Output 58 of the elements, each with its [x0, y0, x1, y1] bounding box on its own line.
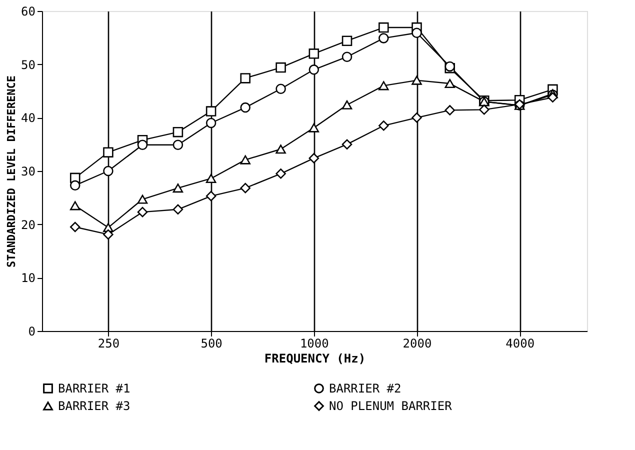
legend-label: BARRIER #3 [58, 399, 130, 413]
y-tick-label: 0 [28, 324, 36, 338]
point [308, 48, 320, 59]
point [548, 92, 558, 103]
point [308, 123, 320, 132]
x-axis-title: FREQUENCY (Hz) [264, 352, 366, 366]
point [206, 118, 216, 128]
point [206, 174, 216, 183]
point [444, 79, 455, 88]
y-axis-title: STANDARDIZED LEVEL DIFFERENCE [5, 75, 18, 268]
point [172, 204, 184, 215]
point [276, 84, 286, 94]
point [172, 184, 184, 193]
x-tick-label: 4000 [506, 336, 535, 350]
point [308, 153, 320, 164]
x-tick-label: 1000 [300, 336, 329, 350]
y-tick-label: 20 [21, 218, 36, 232]
point [240, 73, 250, 84]
point [342, 36, 352, 46]
point [444, 105, 455, 116]
point [240, 102, 250, 113]
point [342, 139, 352, 150]
point [276, 144, 286, 154]
point [103, 229, 114, 240]
point [342, 52, 352, 62]
legend-label: NO PLENUM BARRIER [329, 399, 453, 413]
point [137, 206, 148, 218]
y-tick-label: 60 [21, 4, 36, 18]
y-tick-label: 30 [21, 164, 36, 178]
x-tick-label: 500 [200, 336, 222, 350]
point [412, 28, 422, 38]
point [206, 106, 216, 116]
y-tick-label: 40 [21, 111, 36, 126]
y-tick-label: 10 [21, 271, 36, 286]
point [276, 168, 286, 179]
y-tick-label: 50 [21, 58, 36, 72]
point [103, 147, 114, 158]
point [172, 140, 184, 150]
point [103, 166, 114, 176]
point [308, 64, 320, 75]
point [70, 180, 80, 191]
legend-label: BARRIER #1 [58, 381, 130, 396]
point [412, 112, 422, 123]
point [172, 126, 184, 138]
x-tick-label: 250 [98, 336, 120, 350]
point [137, 194, 148, 204]
point [240, 155, 250, 164]
legend-label: BARRIER #2 [329, 381, 402, 396]
point [240, 182, 250, 194]
point [276, 62, 286, 73]
point [137, 140, 148, 150]
x-tick-label: 2000 [402, 336, 432, 350]
point [70, 222, 80, 232]
point [206, 190, 216, 202]
point [479, 104, 490, 115]
point [342, 100, 352, 110]
point [412, 76, 422, 85]
point [70, 201, 80, 210]
